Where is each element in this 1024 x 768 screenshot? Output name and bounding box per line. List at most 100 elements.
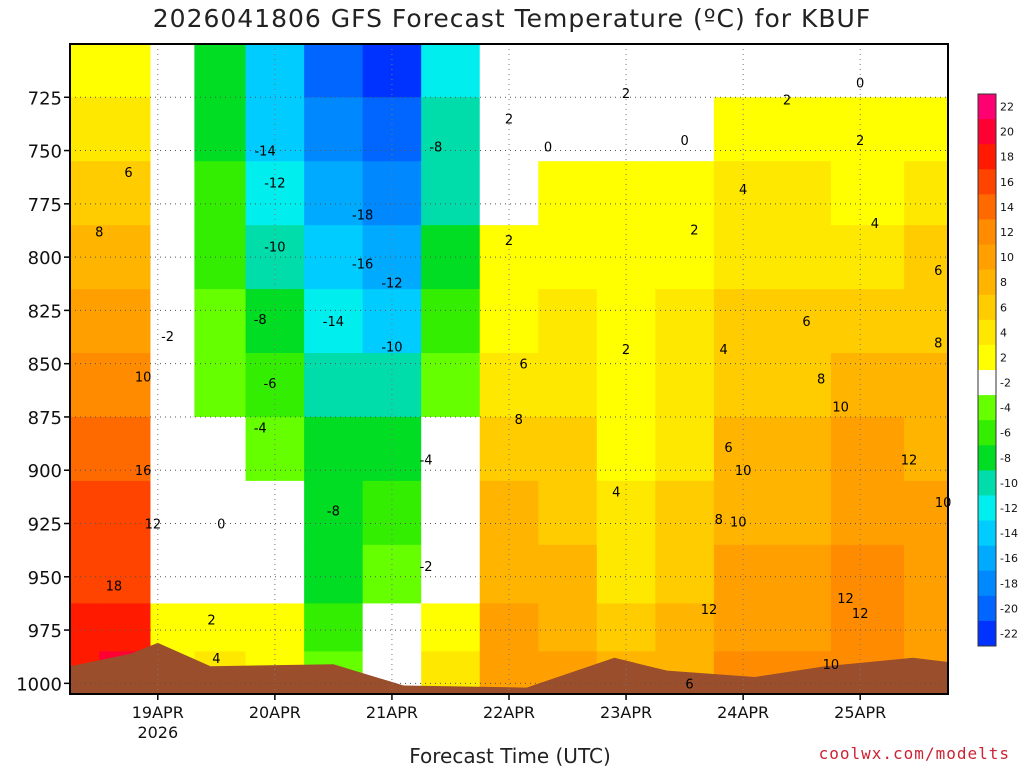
temperature-cell xyxy=(830,544,905,605)
contour-label: -4 xyxy=(254,422,267,437)
temperature-field xyxy=(70,44,949,695)
contour-label: 0 xyxy=(856,76,864,91)
contour-label: 10 xyxy=(823,658,840,673)
colorbar-label: 10 xyxy=(1000,251,1014,264)
temperature-cell xyxy=(304,44,364,98)
colorbar-label: -6 xyxy=(1000,427,1011,440)
temperature-cell xyxy=(70,353,100,418)
contour-label: -10 xyxy=(264,240,285,255)
temperature-cell xyxy=(245,161,305,226)
y-tick-label: 825 xyxy=(28,301,62,322)
temperature-cell xyxy=(362,44,422,98)
contour-label: -6 xyxy=(264,377,277,392)
contour-label: 6 xyxy=(685,677,693,692)
temperature-cell xyxy=(99,97,152,162)
colorbar-label: -14 xyxy=(1000,527,1018,540)
contour-label: 2 xyxy=(207,613,215,628)
colorbar-swatch xyxy=(978,570,996,597)
temperature-cell xyxy=(70,416,100,482)
contour-label: -12 xyxy=(381,277,402,292)
temperature-cell xyxy=(596,603,656,652)
contour-label: -8 xyxy=(327,505,340,520)
temperature-cell xyxy=(904,416,949,482)
temperature-cell xyxy=(830,480,905,546)
colorbar-swatch xyxy=(978,520,996,547)
x-tick-label: 22APR xyxy=(483,703,535,722)
contour-label: -14 xyxy=(323,315,344,330)
temperature-cell xyxy=(70,603,100,652)
colorbar-label: -22 xyxy=(1000,627,1018,640)
temperature-cell xyxy=(830,603,905,652)
temperature-cell xyxy=(99,603,152,652)
temperature-cell xyxy=(362,603,422,652)
colorbar-label: -12 xyxy=(1000,502,1018,515)
temperature-cell xyxy=(421,480,481,546)
contour-label: 2 xyxy=(505,113,513,128)
colorbar-swatch xyxy=(978,94,996,120)
x-tick-label: 21APR xyxy=(366,703,418,722)
contour-label: -2 xyxy=(420,560,433,575)
temperature-cell xyxy=(421,353,481,418)
temperature-cell xyxy=(99,544,152,605)
contour-label: 8 xyxy=(817,373,825,388)
temperature-cell xyxy=(304,97,364,162)
temperature-cell xyxy=(830,97,905,162)
contour-label: 8 xyxy=(934,336,942,351)
temperature-cell xyxy=(538,44,598,98)
contour-label: 2 xyxy=(505,234,513,249)
temperature-cell xyxy=(479,44,539,98)
contour-label: 2 xyxy=(783,93,791,108)
contour-label: 12 xyxy=(701,603,718,618)
temperature-cell xyxy=(904,480,949,546)
temperature-cell xyxy=(538,480,598,546)
y-tick-label: 925 xyxy=(28,515,62,536)
temperature-cell xyxy=(421,161,481,226)
colorbar-label: 18 xyxy=(1000,151,1014,164)
temperature-cell xyxy=(421,544,481,605)
contour-label: -4 xyxy=(420,454,433,469)
contour-label: 12 xyxy=(837,592,854,607)
colorbar-label: 6 xyxy=(1000,301,1007,314)
temperature-cell xyxy=(830,416,905,482)
temperature-cell xyxy=(150,416,195,482)
temperature-cell xyxy=(150,44,195,98)
y-tick-label: 850 xyxy=(28,355,62,376)
temperature-cell xyxy=(421,416,481,482)
grid xyxy=(70,44,948,694)
colorbar-swatch xyxy=(978,269,996,296)
temperature-cell xyxy=(538,225,598,290)
temperature-cell xyxy=(479,353,539,418)
temperature-cell xyxy=(655,416,715,482)
contour-label: 2 xyxy=(622,87,630,102)
temperature-cell xyxy=(304,289,364,354)
temperature-cell xyxy=(421,603,481,652)
temperature-cell xyxy=(70,44,100,98)
temperature-cell xyxy=(150,480,195,546)
temperature-cell xyxy=(70,161,100,226)
contour-label: -2 xyxy=(161,330,174,345)
temperature-cell xyxy=(538,161,598,226)
contour-label: 8 xyxy=(515,413,523,428)
colorbar-label: -20 xyxy=(1000,602,1018,615)
temperature-cell xyxy=(479,289,539,354)
temperature-cell xyxy=(713,353,773,418)
temperature-cell xyxy=(150,225,195,290)
temperature-cell xyxy=(304,603,364,652)
temperature-cell xyxy=(99,480,152,546)
colorbar-label: 4 xyxy=(1000,326,1007,339)
temperature-cell xyxy=(150,544,195,605)
y-tick-label: 950 xyxy=(28,568,62,589)
temperature-cell xyxy=(194,289,247,354)
temperature-cell xyxy=(904,289,949,354)
temperature-cell xyxy=(772,416,832,482)
temperature-cell xyxy=(194,603,247,652)
temperature-cell xyxy=(596,480,656,546)
temperature-cell xyxy=(538,97,598,162)
temperature-cell xyxy=(538,603,598,652)
contour-label: -16 xyxy=(352,258,373,273)
temperature-cell xyxy=(245,480,305,546)
contour-label: 0 xyxy=(544,140,552,155)
contour-label: 6 xyxy=(519,358,527,373)
colorbar-swatch xyxy=(978,144,996,170)
